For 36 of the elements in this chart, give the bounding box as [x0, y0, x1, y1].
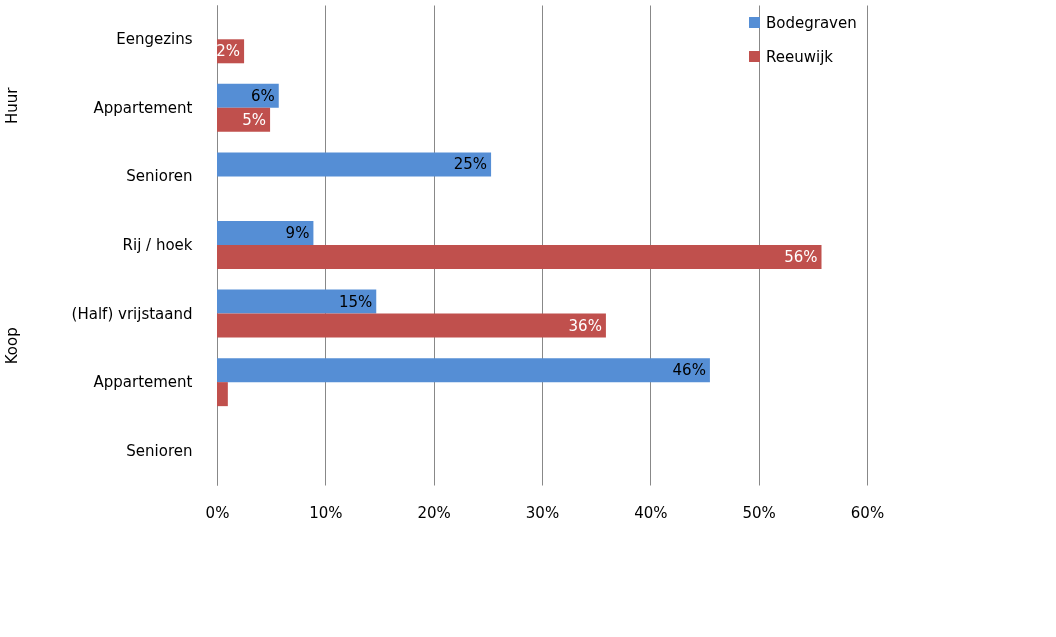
bar — [217, 358, 710, 383]
x-tick-label: 0% — [205, 503, 230, 522]
legend-label: Bodegraven — [766, 13, 857, 32]
data-label: 5% — [242, 110, 267, 129]
x-tick-label: 50% — [742, 503, 776, 522]
bar — [217, 221, 314, 245]
data-label: 46% — [672, 361, 706, 380]
data-label: 9% — [285, 224, 310, 242]
bar — [217, 289, 377, 314]
data-label: 36% — [568, 316, 602, 335]
y-tick-label: (Half) vrijstaand — [71, 304, 193, 323]
bar — [217, 107, 271, 132]
x-tick-label: 10% — [309, 503, 343, 522]
y-tick-label: Senioren — [126, 441, 193, 460]
data-label: 25% — [453, 155, 488, 174]
data-label: 2% — [216, 42, 241, 61]
text: Huur — [3, 86, 21, 125]
y-tick-label: Rij / hoek — [122, 236, 193, 254]
y-tick-label: Appartement — [93, 98, 193, 117]
y-tick-label: Eengezins — [116, 30, 193, 49]
y-tick-label: Appartement — [93, 373, 193, 392]
bar — [217, 83, 279, 108]
x-tick-label: 40% — [634, 503, 668, 522]
text: Koop — [3, 327, 21, 365]
x-tick-label: 20% — [417, 503, 451, 522]
bar — [217, 245, 822, 269]
x-tick-label: 60% — [850, 503, 885, 522]
bar — [217, 313, 606, 338]
bar — [217, 152, 492, 177]
y-tick-label: Senioren — [126, 167, 193, 186]
data-label: 56% — [784, 248, 818, 266]
legend-label: Reeuwijk — [766, 47, 834, 66]
data-label: 6% — [250, 86, 275, 105]
data-label: 15% — [338, 292, 373, 311]
x-tick-label: 30% — [525, 503, 560, 522]
bar — [217, 382, 228, 407]
